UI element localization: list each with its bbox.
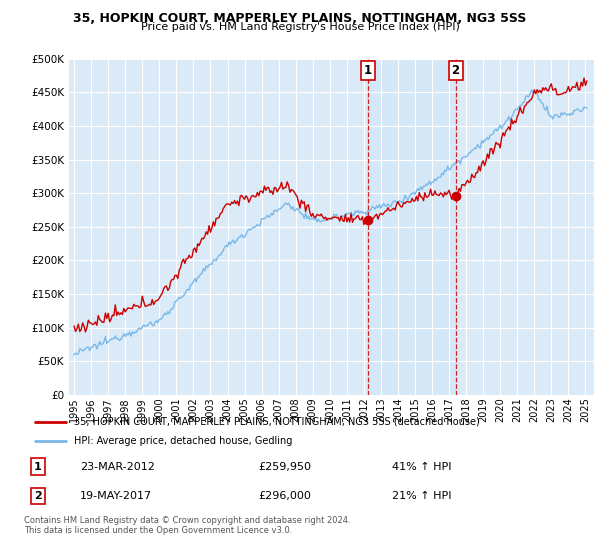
- Text: 23-MAR-2012: 23-MAR-2012: [80, 461, 155, 472]
- Text: 19-MAY-2017: 19-MAY-2017: [80, 491, 152, 501]
- Text: Price paid vs. HM Land Registry's House Price Index (HPI): Price paid vs. HM Land Registry's House …: [140, 22, 460, 32]
- Text: £296,000: £296,000: [259, 491, 311, 501]
- Text: 2: 2: [452, 64, 460, 77]
- Text: 35, HOPKIN COURT, MAPPERLEY PLAINS, NOTTINGHAM, NG3 5SS: 35, HOPKIN COURT, MAPPERLEY PLAINS, NOTT…: [73, 12, 527, 25]
- Text: 1: 1: [364, 64, 371, 77]
- Text: HPI: Average price, detached house, Gedling: HPI: Average price, detached house, Gedl…: [74, 436, 293, 446]
- Text: 41% ↑ HPI: 41% ↑ HPI: [392, 461, 452, 472]
- Bar: [368, 59, 455, 395]
- Text: 2: 2: [34, 491, 42, 501]
- Text: This data is licensed under the Open Government Licence v3.0.: This data is licensed under the Open Gov…: [24, 526, 292, 535]
- Text: Contains HM Land Registry data © Crown copyright and database right 2024.: Contains HM Land Registry data © Crown c…: [24, 516, 350, 525]
- Text: 35, HOPKIN COURT, MAPPERLEY PLAINS, NOTTINGHAM, NG3 5SS (detached house): 35, HOPKIN COURT, MAPPERLEY PLAINS, NOTT…: [74, 417, 480, 427]
- Text: 1: 1: [34, 461, 42, 472]
- Text: £259,950: £259,950: [259, 461, 311, 472]
- Text: 21% ↑ HPI: 21% ↑ HPI: [392, 491, 452, 501]
